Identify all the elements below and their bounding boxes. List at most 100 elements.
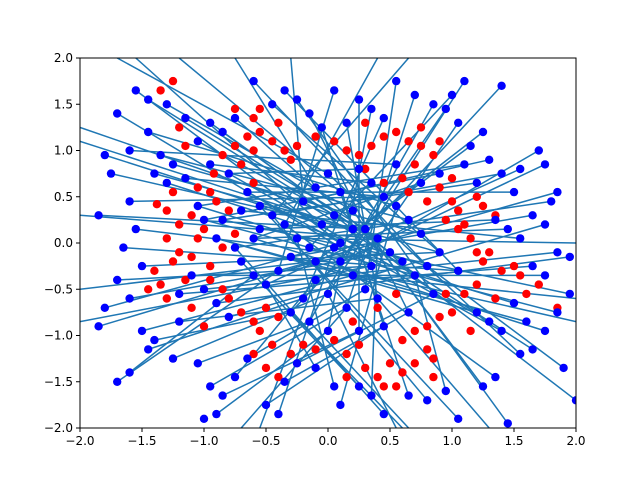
blue-data-point — [516, 349, 525, 359]
red-data-point — [330, 335, 339, 345]
red-data-point — [497, 266, 506, 275]
red-data-point — [230, 229, 240, 238]
red-data-point — [156, 86, 165, 95]
blue-data-point — [435, 248, 444, 257]
red-data-point — [385, 359, 395, 368]
blue-data-point — [379, 409, 388, 419]
blue-data-point — [553, 308, 562, 317]
red-data-point — [429, 372, 438, 382]
red-data-point — [423, 322, 432, 331]
blue-data-point — [342, 303, 351, 312]
blue-data-point — [292, 359, 302, 368]
blue-data-point — [212, 409, 221, 419]
blue-data-point — [454, 118, 463, 128]
blue-data-point — [540, 160, 550, 169]
red-data-point — [472, 248, 481, 257]
connector-line — [265, 168, 521, 286]
red-data-point — [212, 197, 221, 206]
blue-data-point — [100, 150, 110, 160]
blue-data-point — [330, 382, 339, 391]
blue-data-point — [100, 303, 110, 312]
blue-data-point — [348, 206, 357, 215]
blue-data-point — [280, 86, 289, 95]
x-tick-label: −1.0 — [189, 434, 218, 448]
red-data-point — [373, 372, 382, 382]
red-data-point — [410, 326, 419, 336]
connector-line — [253, 80, 428, 267]
connector-line — [172, 293, 329, 360]
blue-data-point — [280, 377, 289, 386]
x-tick-label: 2.0 — [566, 434, 585, 448]
blue-data-point — [125, 146, 134, 155]
blue-data-point — [218, 215, 227, 225]
blue-data-point — [540, 220, 550, 229]
plot-content — [80, 58, 576, 428]
blue-data-point — [423, 261, 432, 271]
red-data-point — [206, 261, 215, 271]
blue-data-point — [280, 220, 289, 229]
red-data-point — [472, 192, 481, 201]
blue-data-point — [199, 215, 209, 225]
red-data-point — [392, 289, 401, 299]
blue-data-point — [212, 298, 221, 308]
red-data-point — [150, 266, 159, 275]
red-data-point — [187, 303, 196, 312]
blue-data-point — [367, 178, 376, 188]
red-data-point — [447, 197, 457, 206]
red-data-point — [398, 174, 407, 183]
blue-data-point — [534, 146, 543, 155]
blue-data-point — [454, 266, 463, 275]
red-data-point — [348, 317, 357, 326]
blue-points-layer — [94, 76, 576, 428]
blue-data-point — [131, 86, 140, 95]
red-data-point — [218, 243, 227, 252]
blue-data-point — [485, 155, 494, 164]
connector-line — [308, 103, 435, 322]
connector-line — [197, 320, 310, 365]
blue-data-point — [187, 271, 196, 280]
red-data-point — [224, 206, 233, 215]
connector-line — [296, 293, 434, 364]
blue-data-point — [243, 354, 252, 363]
connector-line — [253, 182, 422, 240]
blue-data-point — [150, 335, 159, 345]
connector-line — [290, 58, 304, 202]
blue-data-point — [193, 137, 202, 146]
blue-data-point — [199, 285, 209, 294]
red-data-point — [193, 183, 202, 192]
red-data-point — [354, 340, 364, 349]
red-data-point — [175, 248, 184, 257]
connector-line — [210, 163, 372, 184]
red-data-point — [361, 363, 370, 373]
red-data-point — [168, 187, 178, 197]
blue-data-point — [429, 100, 438, 109]
blue-data-point — [454, 414, 463, 423]
blue-data-point — [460, 76, 469, 86]
red-data-point — [249, 349, 258, 359]
connector-line — [228, 168, 360, 175]
red-data-point — [249, 178, 258, 188]
red-data-point — [224, 294, 233, 303]
connector-line — [240, 260, 360, 387]
connector-line — [352, 274, 576, 300]
red-data-point — [423, 345, 432, 354]
red-data-point — [472, 280, 481, 289]
y-tick-label: −0.5 — [44, 282, 73, 296]
red-data-point — [454, 206, 463, 215]
blue-data-point — [516, 164, 525, 174]
x-tick-label: −0.5 — [251, 434, 280, 448]
blue-data-point — [497, 81, 506, 91]
connector-line — [147, 297, 304, 351]
red-data-point — [237, 160, 246, 169]
blue-data-point — [113, 275, 122, 285]
blue-data-point — [379, 113, 388, 123]
blue-data-point — [323, 326, 333, 336]
blue-data-point — [540, 271, 550, 280]
red-data-point — [342, 349, 351, 359]
red-data-point — [361, 164, 370, 174]
blue-data-point — [125, 294, 134, 303]
red-data-point — [516, 271, 525, 280]
blue-data-point — [547, 197, 556, 206]
y-tick-label: 2.0 — [54, 51, 73, 65]
y-tick-label: 0.0 — [54, 236, 73, 250]
